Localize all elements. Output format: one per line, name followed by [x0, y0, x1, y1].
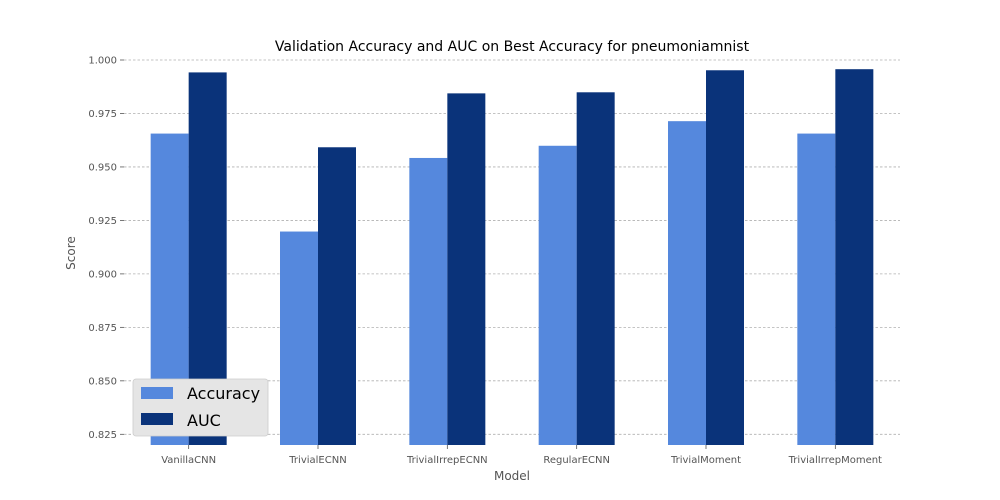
y-tick-label: 0.925: [88, 216, 117, 227]
bars-layer: [150, 69, 874, 446]
bar-accuracy-trivialirrepecnn: [409, 157, 448, 445]
bar-accuracy-trivialecnn: [280, 231, 318, 445]
x-tick-label: TrivialECNN: [288, 455, 346, 466]
legend: Accuracy AUC: [132, 378, 269, 437]
bar-accuracy-trivialirrepmoment: [797, 133, 836, 446]
x-ticks: VanillaCNN TrivialECNN TrivialIrrepECNN Reg…: [161, 445, 882, 466]
legend-swatch-auc: [141, 413, 173, 425]
legend-label-auc: AUC: [187, 411, 221, 430]
y-tick-label: 0.850: [88, 376, 117, 387]
y-tick-label: 0.825: [88, 430, 117, 441]
y-tick-label: 0.950: [88, 162, 117, 173]
bar-accuracy-regularecnn: [538, 145, 577, 445]
bar-auc-trivialmoment: [706, 70, 744, 446]
y-tick-label: 0.975: [88, 109, 117, 120]
bar-accuracy-trivialmoment: [668, 121, 706, 445]
x-tick-label: TrivialIrrepMoment: [788, 455, 882, 466]
x-tick-label: RegularECNN: [543, 455, 610, 466]
x-tick-label: VanillaCNN: [161, 455, 216, 466]
y-tick-label: 1.000: [88, 56, 117, 67]
y-ticks: 0.825 0.850 0.875 0.900 0.925 0.950 0.975 1.000: [88, 56, 124, 441]
bar-auc-trivialirrepecnn: [447, 93, 486, 445]
legend-swatch-accuracy: [141, 387, 173, 399]
bar-auc-trivialirrepmoment: [835, 69, 874, 446]
y-axis-label: Score: [64, 236, 78, 270]
grid-layer: [124, 59, 900, 435]
x-tick-label: TrivialMoment: [670, 455, 741, 466]
bar-auc-regularecnn: [576, 92, 615, 445]
y-tick-label: 0.875: [88, 323, 117, 334]
y-tick-label: 0.900: [88, 269, 117, 280]
bar-auc-trivialecnn: [318, 147, 356, 445]
chart-title: Validation Accuracy and AUC on Best Accu…: [275, 39, 750, 55]
x-tick-label: TrivialIrrepECNN: [406, 455, 488, 466]
x-axis-label: Model: [494, 469, 530, 483]
legend-label-accuracy: Accuracy: [187, 384, 260, 403]
